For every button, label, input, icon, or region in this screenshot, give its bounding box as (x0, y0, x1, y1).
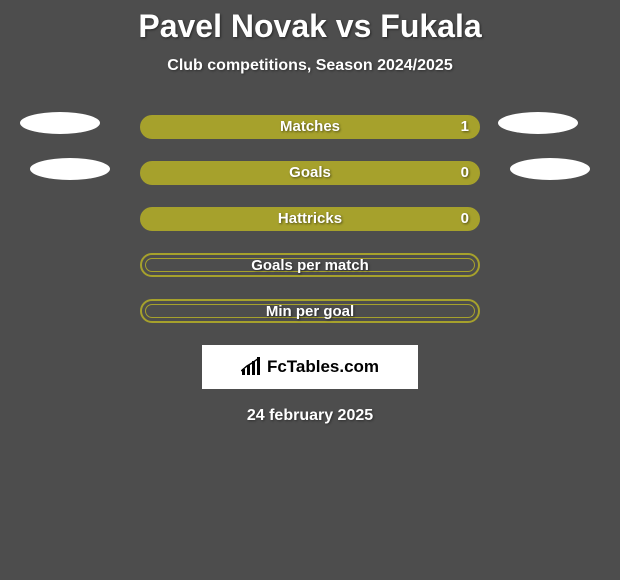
stat-value: 0 (461, 164, 469, 181)
stat-bar: Goals0 (140, 161, 480, 185)
left-ellipse (30, 158, 110, 180)
stat-row: Min per goal (0, 299, 620, 323)
stat-row: Hattricks0 (0, 207, 620, 231)
right-ellipse (510, 158, 590, 180)
stat-row: Matches1 (0, 115, 620, 139)
stat-label: Goals per match (142, 257, 478, 274)
left-ellipse (20, 112, 100, 134)
stat-label: Hattricks (141, 210, 479, 227)
stat-rows: Matches1Goals0Hattricks0Goals per matchM… (0, 115, 620, 323)
stat-row: Goals0 (0, 161, 620, 185)
stat-label: Matches (141, 118, 479, 135)
date-text: 24 february 2025 (0, 407, 620, 425)
logo-box: FcTables.com (202, 345, 418, 389)
bar-chart-icon (241, 357, 263, 377)
subtitle: Club competitions, Season 2024/2025 (0, 57, 620, 75)
logo: FcTables.com (241, 357, 379, 377)
comparison-infographic: Pavel Novak vs Fukala Club competitions,… (0, 0, 620, 580)
stat-value: 1 (461, 118, 469, 135)
stat-bar: Hattricks0 (140, 207, 480, 231)
right-ellipse (498, 112, 578, 134)
stat-label: Goals (141, 164, 479, 181)
stat-row: Goals per match (0, 253, 620, 277)
stat-bar: Goals per match (140, 253, 480, 277)
stat-bar: Min per goal (140, 299, 480, 323)
logo-text: FcTables.com (267, 357, 379, 377)
stat-value: 0 (461, 210, 469, 227)
page-title: Pavel Novak vs Fukala (0, 8, 620, 45)
stat-bar: Matches1 (140, 115, 480, 139)
stat-label: Min per goal (142, 303, 478, 320)
